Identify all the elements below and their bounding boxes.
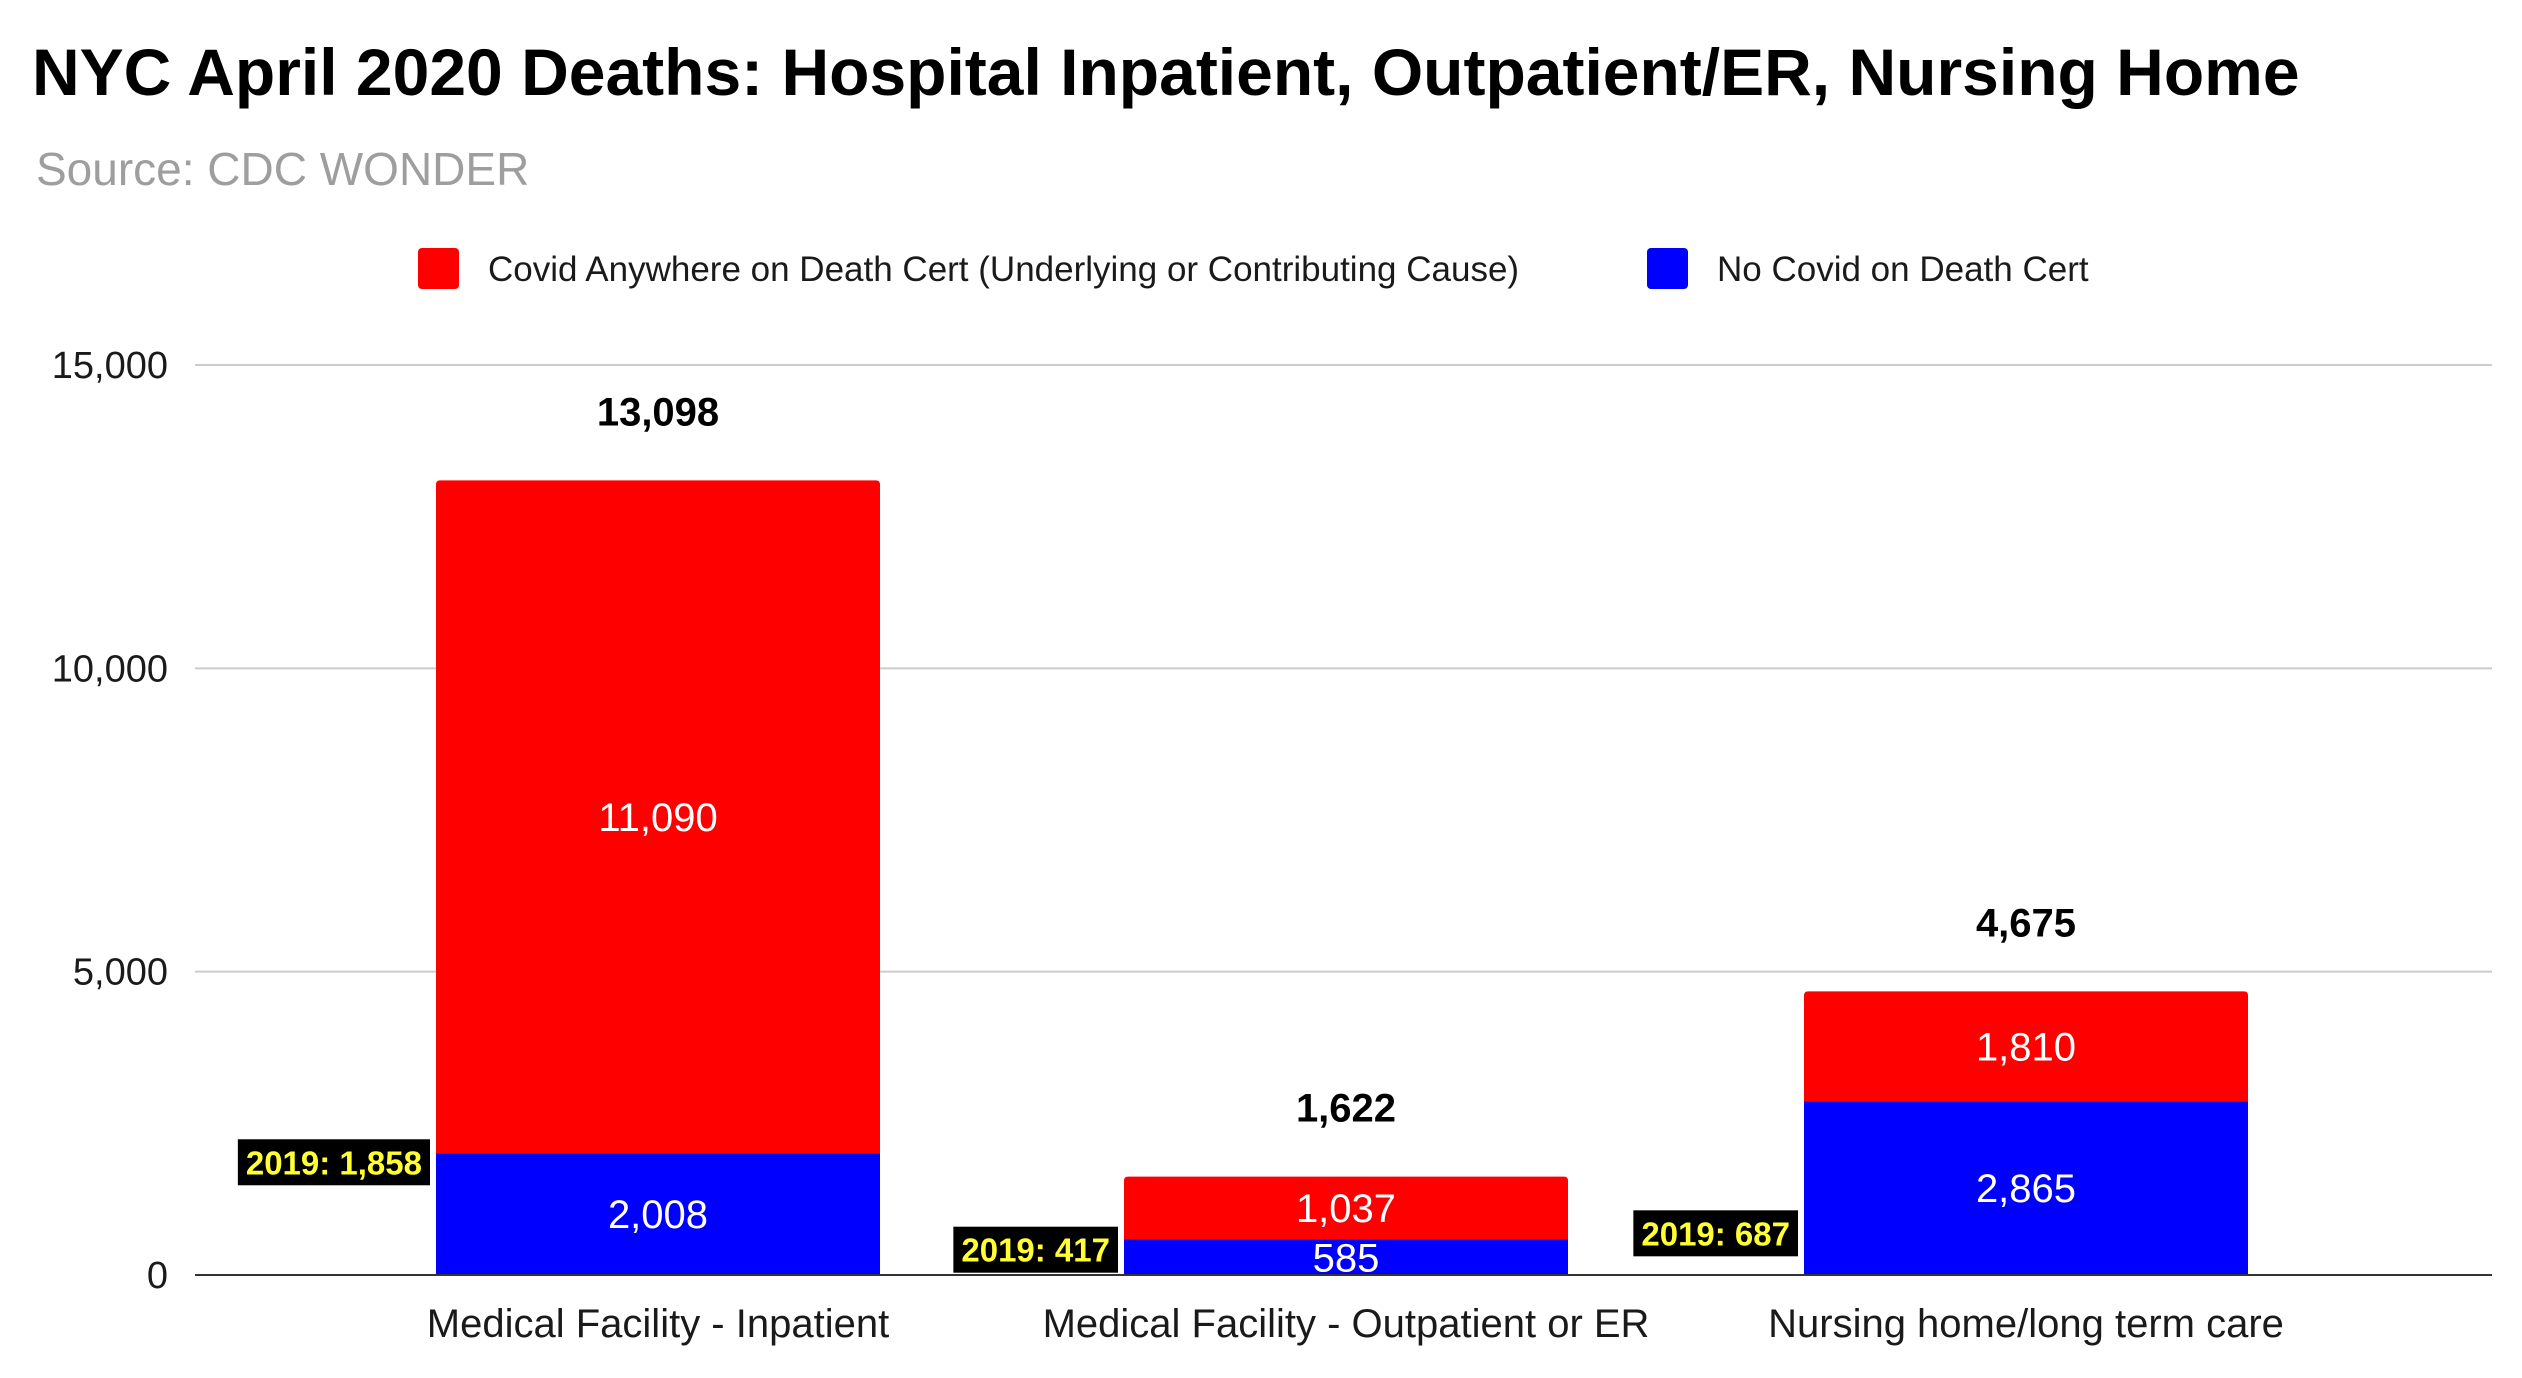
legend-label: No Covid on Death Cert (1717, 250, 2089, 289)
annotation-2019: 2019: 687 (1633, 1210, 1798, 1257)
bar-segment (1124, 1176, 1568, 1240)
segment-value-label: 2,008 (608, 1193, 708, 1237)
bar-total-label: 4,675 (1976, 901, 2076, 945)
annotation-box (237, 1139, 430, 1186)
bar-segment (436, 1153, 880, 1275)
annotation-box (1633, 1210, 1798, 1257)
legend-swatch (418, 248, 459, 289)
bar-segment (1804, 1101, 2248, 1275)
x-category-label: Nursing home/long term care (1768, 1302, 2284, 1346)
bars: 2,008 11,090 13,098 2019: 1,858 585 1,037 1,62… (237, 390, 2248, 1280)
legend: Covid Anywhere on Death Cert (Underlying… (418, 248, 2089, 289)
annotation-2019: 2019: 417 (953, 1226, 1118, 1273)
x-axis: Medical Facility - Inpatient Medical Faci… (195, 1274, 2492, 1346)
bar-segment (436, 480, 880, 1154)
x-category-label: Medical Facility - Outpatient or ER (1043, 1302, 1650, 1346)
annotation-2019: 2019: 1,858 (237, 1139, 430, 1186)
segment-value-label: 11,090 (598, 796, 717, 840)
bar-segment (1804, 991, 2248, 1102)
annotation-label: 2019: 1,858 (246, 1144, 422, 1181)
bar-segment (1124, 1239, 1568, 1275)
y-tick-label: 15,000 (52, 345, 168, 387)
segment-value-label: 2,865 (1976, 1167, 2076, 1211)
annotation-label: 2019: 687 (1641, 1215, 1790, 1252)
bar-total-label: 13,098 (597, 390, 719, 434)
x-category-label: Medical Facility - Inpatient (427, 1302, 889, 1346)
annotation-box (953, 1226, 1118, 1273)
y-tick-label: 10,000 (52, 648, 168, 690)
legend-swatch (1647, 248, 1688, 289)
legend-label: Covid Anywhere on Death Cert (Underlying… (488, 250, 1519, 289)
chart-subtitle: Source: CDC WONDER (36, 143, 529, 195)
segment-value-label: 1,810 (1976, 1025, 2076, 1069)
y-tick-label: 5,000 (73, 952, 168, 994)
bar-total-label: 1,622 (1296, 1087, 1396, 1131)
chart-title: NYC April 2020 Deaths: Hospital Inpatien… (32, 35, 2300, 109)
annotation-label: 2019: 417 (961, 1232, 1110, 1269)
y-axis: 0 5,000 10,000 15,000 (52, 345, 168, 1297)
y-tick-label: 0 (147, 1255, 168, 1297)
segment-value-label: 585 (1313, 1236, 1380, 1280)
segment-value-label: 1,037 (1296, 1187, 1396, 1231)
